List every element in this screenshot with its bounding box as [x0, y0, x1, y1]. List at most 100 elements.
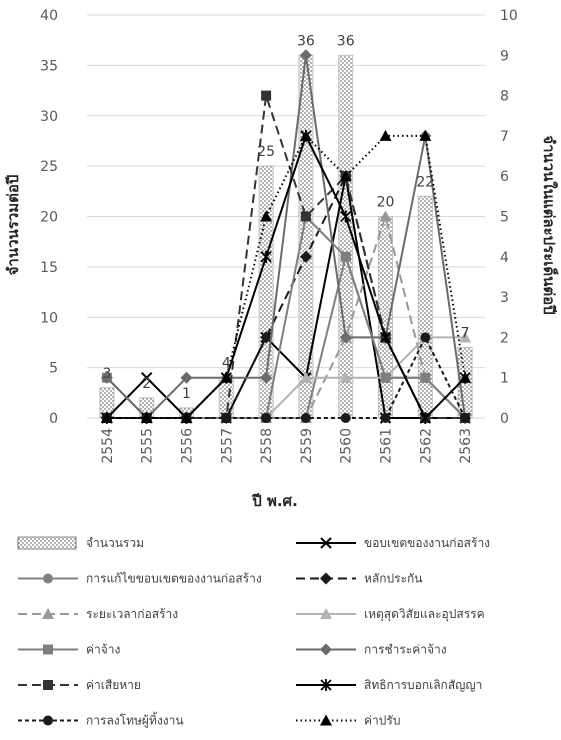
data-point	[419, 412, 431, 424]
legend-item: ระยะเวลาก่อสร้าง	[18, 607, 178, 621]
legend-marker	[43, 680, 53, 690]
series-line	[106, 253, 466, 419]
series-line	[106, 55, 467, 420]
legend-label: เหตุสุดวิสัยและอุปสรรค	[364, 607, 485, 622]
data-point	[299, 371, 312, 383]
x-tick-label: 2559	[299, 428, 315, 464]
data-point	[220, 371, 233, 383]
y2-tick-label: 8	[500, 89, 509, 105]
legend-label: การแก้ไขขอบเขตของงานก่อสร้าง	[86, 572, 262, 586]
legend-item: ค่าปรับ	[296, 714, 400, 728]
legend-marker	[42, 608, 54, 619]
y-tick-label: 35	[40, 58, 58, 74]
legend-marker	[320, 537, 332, 549]
data-point	[261, 413, 272, 423]
series-ค่าปรับ	[100, 129, 472, 423]
data-point	[340, 251, 351, 262]
series-line	[106, 95, 466, 419]
legend-item: หลักประกัน	[296, 572, 423, 586]
data-point	[140, 412, 153, 423]
y2-tick-label: 1	[500, 371, 509, 387]
y2-tick-label: 9	[500, 48, 509, 64]
legend-marker	[43, 715, 53, 726]
legend-label: ค่าจ้าง	[86, 643, 120, 657]
data-point	[420, 332, 431, 343]
y-tick-label: 20	[40, 210, 58, 226]
legend-label: การลงโทษผู้ทิ้งงาน	[86, 712, 184, 729]
legend-label: หลักประกัน	[364, 572, 423, 586]
data-point	[340, 413, 351, 423]
data-point	[379, 331, 392, 344]
legend-item: จำนวนรวม	[17, 536, 144, 550]
bar-data-label: 36	[337, 33, 355, 49]
x-tick-label: 2554	[100, 428, 116, 464]
data-point	[260, 250, 272, 263]
data-point	[300, 211, 311, 222]
y2-axis-title: จำนวนในแต่ละประเด็นต่อปี	[540, 135, 559, 314]
x-tick-label: 2556	[180, 428, 196, 464]
y-tick-label: 30	[40, 109, 58, 125]
y2-tick-label: 0	[500, 411, 509, 427]
y-tick-label: 10	[40, 310, 58, 326]
legend-label: ขอบเขตของงานก่อสร้าง	[364, 536, 490, 550]
y2-tick-label: 5	[500, 210, 509, 226]
data-point	[100, 371, 113, 384]
data-point	[459, 371, 472, 383]
data-point	[300, 413, 311, 423]
series-สิทธิการบอกเลิกสัญญา	[101, 129, 471, 424]
x-tick-label: 2560	[339, 428, 355, 464]
bar-2560	[338, 54, 354, 419]
legend-marker	[43, 644, 53, 655]
legend-marker	[320, 714, 332, 726]
legend-marker	[43, 573, 53, 584]
bar-data-label: 1	[182, 386, 191, 402]
bar-data-label: 4	[222, 356, 231, 372]
data-point	[180, 371, 193, 384]
legend-label: สิทธิการบอกเลิกสัญญา	[364, 678, 482, 692]
data-point	[299, 129, 312, 141]
legend-item: การชำระค่าจ้าง	[296, 643, 447, 657]
x-tick-label: 2558	[259, 428, 275, 464]
bar-data-label: 2	[142, 376, 151, 392]
data-point	[340, 210, 352, 223]
y2-tick-label: 7	[500, 129, 509, 145]
x-axis-title: ปี พ.ศ.	[251, 492, 298, 510]
x-tick-label: 2561	[379, 428, 395, 464]
legend-swatch	[17, 536, 77, 550]
data-point	[459, 331, 472, 343]
legend-label: ระยะเวลาก่อสร้าง	[86, 607, 178, 621]
bar-data-label: 36	[297, 33, 315, 49]
data-point	[260, 210, 273, 222]
series-หลักประกัน	[100, 170, 472, 424]
legend-item: การแก้ไขขอบเขตของงานก่อสร้าง	[18, 572, 262, 586]
data-point	[460, 413, 471, 423]
legend-label: ค่าเสียหาย	[86, 678, 141, 692]
legend-marker	[320, 679, 332, 691]
x-tick-label: 2563	[458, 428, 474, 464]
data-point	[420, 372, 431, 383]
bar-2562	[417, 195, 433, 419]
legend-marker	[320, 572, 332, 585]
y2-tick-label: 2	[500, 330, 509, 346]
data-point	[339, 371, 352, 383]
data-point	[260, 371, 273, 384]
x-tick-label: 2555	[140, 428, 156, 464]
data-point	[419, 129, 432, 141]
x-tick-label: 2562	[418, 428, 434, 464]
data-point	[379, 210, 392, 222]
data-point	[299, 49, 312, 62]
bar-data-label: 25	[257, 144, 275, 160]
bar-data-label: 3	[102, 366, 111, 382]
y2-tick-label: 6	[500, 169, 509, 185]
data-point	[380, 413, 391, 423]
data-point	[260, 331, 273, 344]
y-tick-label: 0	[49, 411, 58, 427]
series-line	[106, 133, 466, 420]
data-point	[339, 331, 352, 344]
y2-tick-label: 10	[500, 8, 518, 24]
data-point	[180, 412, 193, 423]
y-tick-label: 40	[40, 8, 58, 24]
legend-marker	[320, 608, 332, 619]
